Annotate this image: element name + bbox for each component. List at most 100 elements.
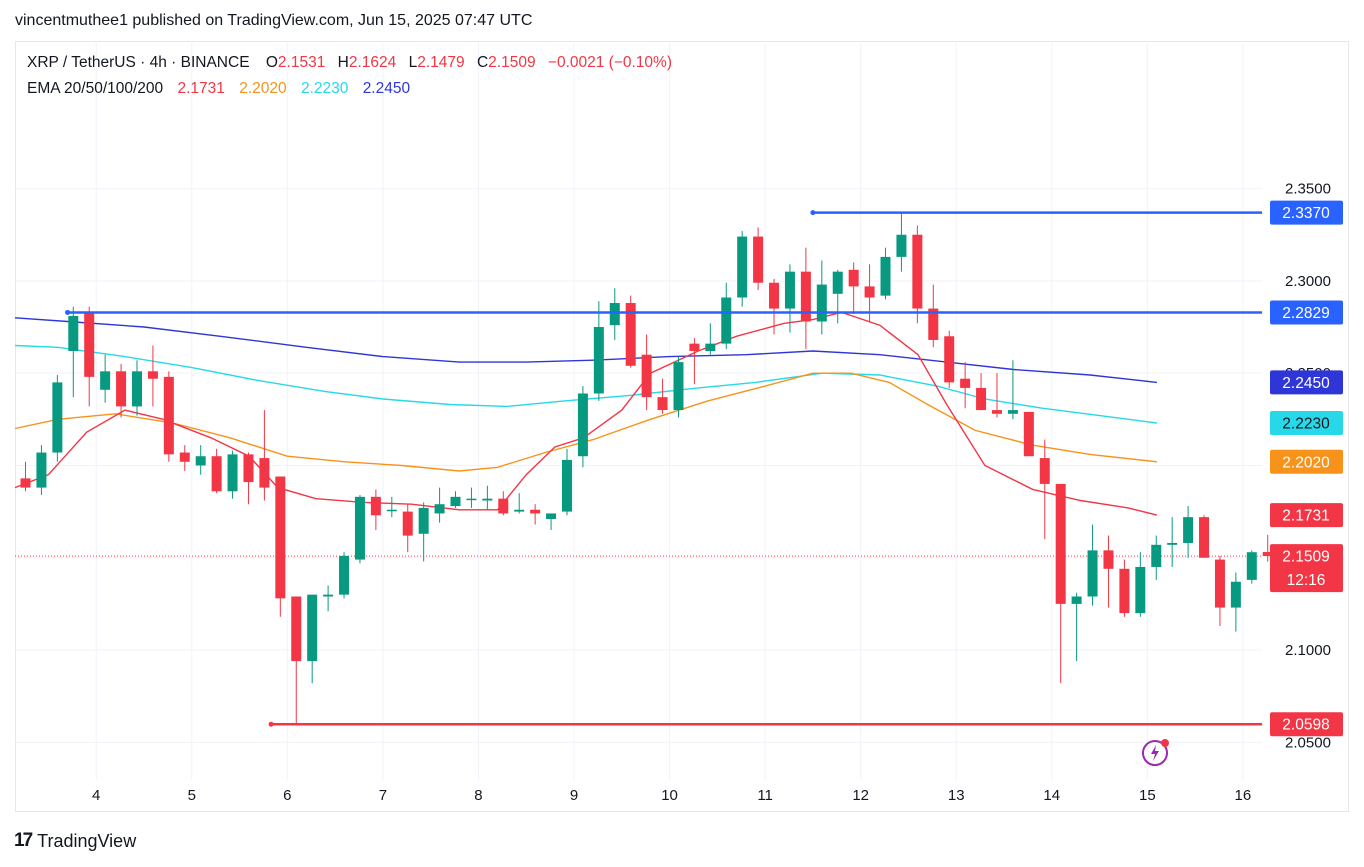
last-price-tag-bg [1270,544,1343,593]
ema-price-tag-bg [1270,370,1343,395]
candle-up [450,496,461,507]
ema200-value: 2.2450 [362,80,411,97]
candle-down [402,511,413,536]
tradingview-brand[interactable]: TradingView [37,830,137,851]
candle-down [991,410,1002,414]
low-value: 2.1479 [417,54,465,71]
candle-down [848,269,859,287]
candle-up [1230,581,1241,608]
level-price-tag-bg [1270,300,1343,325]
ema200-line [14,317,1157,384]
last-price-tag: 2.1509 [1282,549,1329,566]
candle-up [673,362,684,411]
tradingview-logo-icon[interactable]: 17 [14,830,33,851]
candle-down [1214,559,1225,608]
candle-up [68,315,79,352]
candle-down [1199,517,1210,558]
level-price-tag: 2.2829 [1282,305,1329,322]
candle-up [131,371,142,407]
open-value: 2.1531 [277,54,326,71]
close-value: 2.1509 [488,54,536,71]
candle-up [609,303,620,326]
ema50-line [14,372,1157,472]
candle-up [737,236,748,298]
candle-down [1039,458,1050,484]
ema100-value: 2.2230 [300,80,349,97]
candle-down [976,387,987,411]
ema-price-tag-bg [1270,411,1343,436]
candle-up [896,234,907,257]
candle-up [1135,566,1146,614]
low-label: L [408,54,418,71]
x-tick-label: 4 [92,787,100,804]
candle-down [625,303,636,366]
candle-up [36,452,47,488]
symbol-label[interactable]: XRP / TetherUS · 4h · BINANCE [27,54,250,71]
ema-price-tag: 2.1731 [1282,508,1329,525]
candle-down [259,458,270,488]
candle-up [832,271,843,294]
candle-down [530,509,541,514]
candle-up [323,594,334,597]
x-tick-label: 10 [661,787,678,804]
candle-up [1151,544,1162,567]
candle-up [354,496,365,560]
candle-up [514,509,525,512]
close-label: C [476,54,489,71]
candle-up [52,382,63,453]
candle-up [418,507,429,534]
high-value: 2.1624 [348,54,397,71]
candle-down [800,271,811,322]
candle-up [1167,542,1178,545]
candle-up [705,343,716,352]
bar-countdown: 12:16 [1287,572,1326,589]
candle-down [928,308,939,340]
candle-down [864,286,875,298]
candle-up [1071,596,1082,604]
candle-down [179,452,190,462]
level-price-tag: 2.0598 [1282,717,1329,734]
candle-down [1055,483,1066,604]
candle-up [816,284,827,322]
price-level-anchor [268,721,274,727]
candle-up [561,459,572,512]
open-label: O [265,54,278,71]
candle-up [307,594,318,662]
candle-down [84,312,95,377]
candle-up [784,271,795,309]
candle-up [721,297,732,344]
x-tick-label: 6 [283,787,291,804]
candle-down [689,343,700,352]
candle-up [466,498,477,501]
candle-down [769,282,780,309]
alert-bolt-icon[interactable] [1141,737,1171,767]
ema-price-tag-bg [1270,503,1343,528]
price-level-anchor [65,309,71,315]
candle-up [482,498,493,501]
candle-up [577,393,588,457]
change-value: −0.0021 (−0.10%) [547,54,672,71]
candle-up [339,555,350,595]
level-price-tag-bg [1270,200,1343,225]
candle-down [147,371,158,379]
price-level-anchor [810,210,816,216]
candle-up [880,256,891,296]
x-tick-label: 9 [570,787,578,804]
candle-down [960,378,971,388]
level-price-tag: 2.3370 [1282,205,1330,222]
candle-down [163,376,174,455]
chart-frame [15,41,1349,812]
candle-down [1119,568,1130,614]
ema-label[interactable]: EMA 20/50/100/200 [27,80,164,97]
candle-up [546,513,557,519]
y-tick-label: 2.1000 [1285,642,1331,659]
candle-down [20,478,31,488]
ema-legend: EMA 20/50/100/200 2.1731 2.2020 2.2230 2… [27,80,410,98]
candle-down [1262,552,1273,557]
candle-down [116,371,127,407]
candle-up [100,371,111,390]
candle-down [753,236,764,283]
candle-down [211,456,222,492]
candle-up [227,454,238,492]
